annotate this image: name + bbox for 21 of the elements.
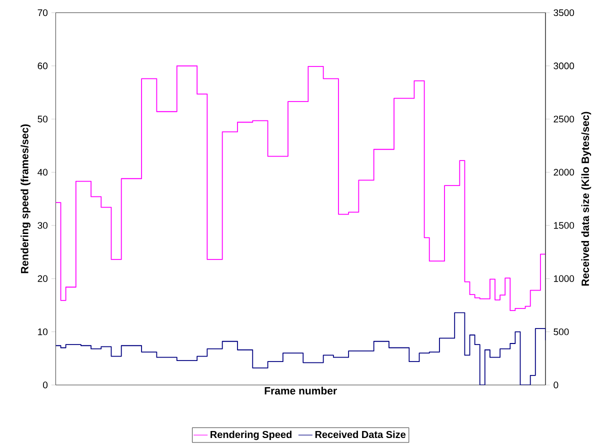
y-tick-label: 50 [38, 116, 48, 122]
y2-axis-title: Received data size (Kilo Bytes/sec) [581, 112, 592, 286]
x-axis-title: Frame number [264, 386, 337, 395]
y-axis-title: Rendering speed (frames/sec) [20, 124, 30, 274]
y2-tick-label: 1500 [554, 222, 574, 229]
y2-tick-label: 500 [554, 328, 569, 336]
y2-tick-label: 1000 [554, 275, 574, 282]
legend-label: Rendering Speed [210, 430, 292, 440]
y2-tick-label: 3500 [554, 9, 574, 16]
y-tick-label: 70 [38, 9, 48, 16]
y-tick-label: 0 [43, 382, 48, 388]
y2-tick-label: 3000 [554, 62, 574, 70]
y-tick-label: 40 [38, 168, 48, 176]
y-tick-label: 10 [38, 328, 48, 336]
y-tick-label: 30 [38, 222, 48, 229]
legend-label: Received Data Size [315, 430, 406, 438]
y-tick-label: 20 [38, 275, 48, 282]
y2-tick-label: 0 [554, 382, 558, 388]
y2-tick-label: 2000 [554, 168, 574, 176]
y-tick-label: 60 [38, 62, 48, 70]
y2-tick-label: 2500 [554, 116, 574, 122]
